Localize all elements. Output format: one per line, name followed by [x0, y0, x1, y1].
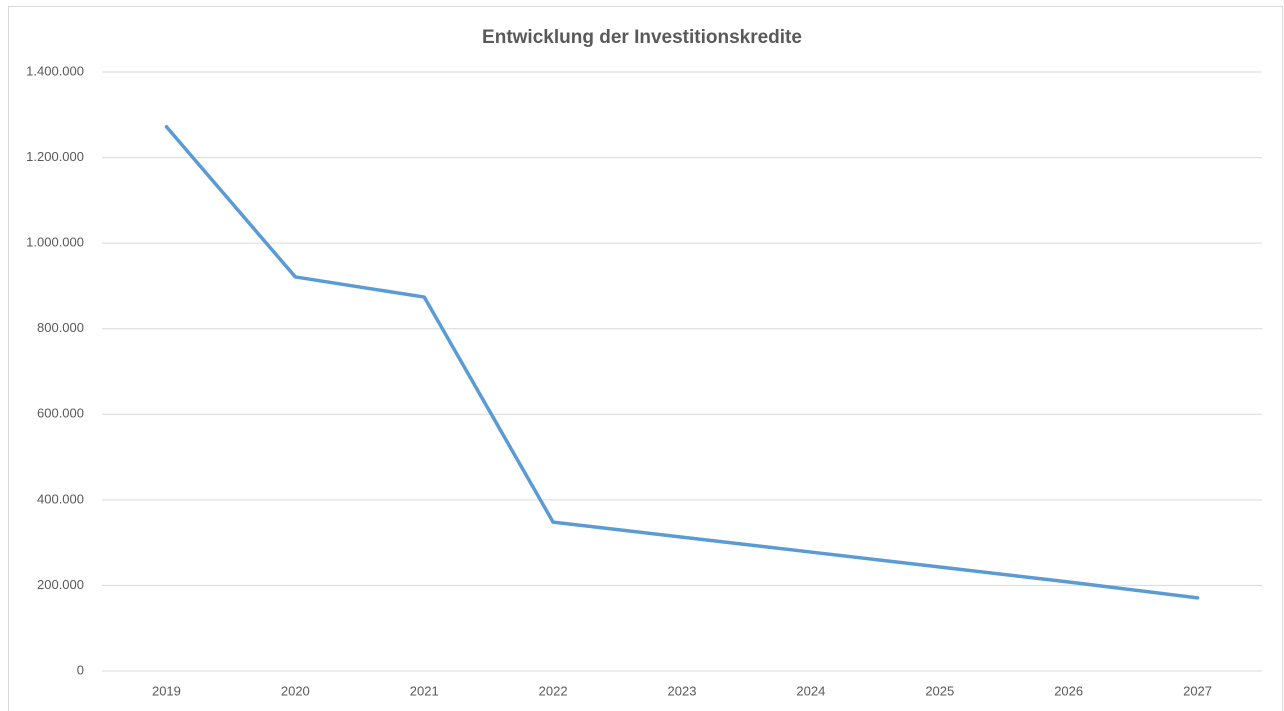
y-tick-label: 1.200.000 — [26, 149, 84, 164]
x-tick-label: 2023 — [668, 683, 697, 698]
y-tick-label: 800.000 — [37, 320, 84, 335]
y-tick-label: 600.000 — [37, 406, 84, 421]
chart-border — [8, 6, 1283, 711]
chart-title: Entwicklung der Investitionskredite — [482, 27, 802, 48]
y-tick-label: 1.000.000 — [26, 235, 84, 250]
line-series — [164, 125, 1200, 600]
x-tick-label: 2022 — [539, 683, 568, 698]
y-tick-label: 400.000 — [37, 491, 84, 506]
y-tick-label: 1.400.000 — [26, 63, 84, 78]
x-tick-label: 2024 — [796, 683, 825, 698]
y-tick-label: 200.000 — [37, 577, 84, 592]
x-tick-label: 2019 — [152, 683, 181, 698]
y-tick-label: 0 — [77, 662, 84, 677]
x-tick-label: 2026 — [1054, 683, 1083, 698]
x-tick-label: 2025 — [925, 683, 954, 698]
x-tick-label: 2027 — [1183, 683, 1212, 698]
x-tick-label: 2021 — [410, 683, 439, 698]
x-tick-label: 2020 — [281, 683, 310, 698]
